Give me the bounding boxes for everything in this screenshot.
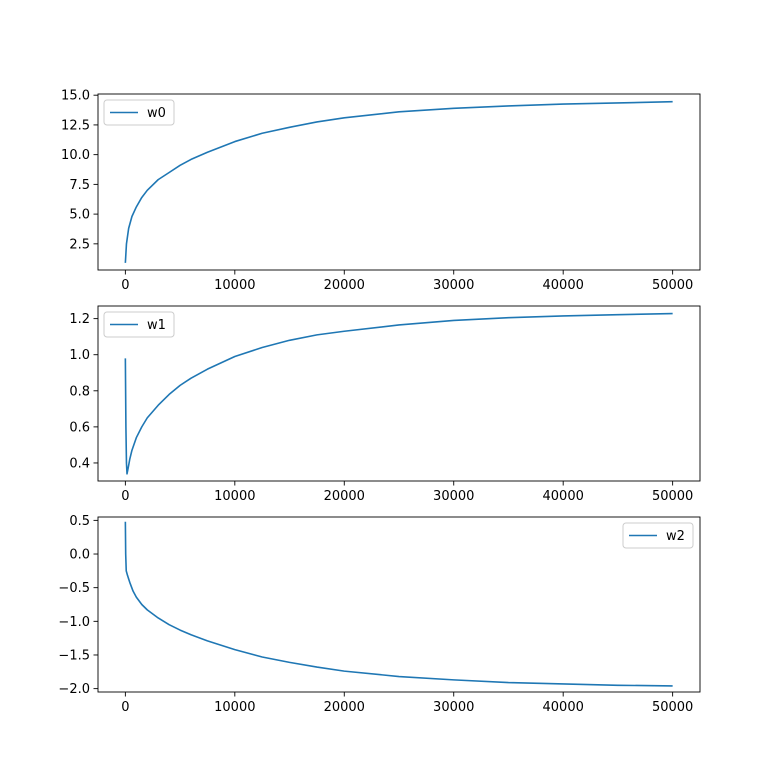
x-tick-label: 0 xyxy=(121,489,129,504)
x-tick-label: 40000 xyxy=(543,700,584,715)
axes-frame xyxy=(97,93,701,271)
y-tick-label: 1.0 xyxy=(69,348,90,363)
y-tick-label: −1.0 xyxy=(58,615,90,630)
series-line-w2 xyxy=(124,521,673,687)
y-tick-label: 1.2 xyxy=(69,312,90,327)
x-tick-label: 20000 xyxy=(324,278,365,293)
x-tick-label: 40000 xyxy=(543,489,584,504)
y-tick-label: 0.6 xyxy=(69,420,90,435)
y-tick-label: 12.5 xyxy=(61,118,90,133)
y-tick-label: −2.0 xyxy=(58,682,90,697)
legend-box xyxy=(103,311,175,338)
y-tick-label: 7.5 xyxy=(69,178,90,193)
x-tick-label: 10000 xyxy=(214,489,255,504)
x-tick-label: 50000 xyxy=(652,700,693,715)
subplot-2: 0 10000 20000 30000 40000 50000 0.4 0.6 0.8 1.0 1.… xyxy=(69,305,701,504)
x-tick-label: 10000 xyxy=(214,700,255,715)
y-tick-label: 0.0 xyxy=(69,548,90,563)
legend-label: w1 xyxy=(147,318,166,333)
legend-box xyxy=(622,522,694,549)
y-tick-label: 10.0 xyxy=(61,148,90,163)
series-line-w1 xyxy=(124,312,673,475)
legend: w1 xyxy=(103,311,175,338)
y-tick-label: 0.5 xyxy=(69,514,90,529)
x-tick-label: 50000 xyxy=(652,278,693,293)
legend-label: w0 xyxy=(147,106,166,121)
legend: w0 xyxy=(103,99,175,126)
y-tick-label: 5.0 xyxy=(69,208,90,223)
x-tick-label: 30000 xyxy=(433,278,474,293)
x-tick-label: 30000 xyxy=(433,700,474,715)
axes-frame xyxy=(97,516,701,693)
series-line-w0 xyxy=(124,100,673,263)
y-tick-label: −1.5 xyxy=(58,648,90,663)
y-tick-label: 0.4 xyxy=(69,456,90,471)
x-tick-label: 30000 xyxy=(433,489,474,504)
x-tick-label: 40000 xyxy=(543,278,584,293)
x-tick-label: 20000 xyxy=(324,489,365,504)
x-tick-label: 10000 xyxy=(214,278,255,293)
x-tick-label: 0 xyxy=(121,278,129,293)
x-tick-label: 50000 xyxy=(652,489,693,504)
legend-label: w2 xyxy=(666,529,685,544)
x-tick-label: 20000 xyxy=(324,700,365,715)
legend: w2 xyxy=(622,522,694,549)
y-tick-label: −0.5 xyxy=(58,581,90,596)
y-tick-label: 2.5 xyxy=(69,237,90,252)
y-tick-label: 15.0 xyxy=(61,89,90,104)
subplot-3: 0 10000 20000 30000 40000 50000 −2.0 −1.5 −1.0 −0… xyxy=(58,514,701,715)
y-tick-label: 0.8 xyxy=(69,384,90,399)
subplot-1: 0 10000 20000 30000 40000 50000 2.5 5.0 7.5 10.0 1… xyxy=(61,89,701,293)
axes-frame xyxy=(97,305,701,482)
legend-box xyxy=(103,99,175,126)
x-tick-label: 0 xyxy=(121,700,129,715)
